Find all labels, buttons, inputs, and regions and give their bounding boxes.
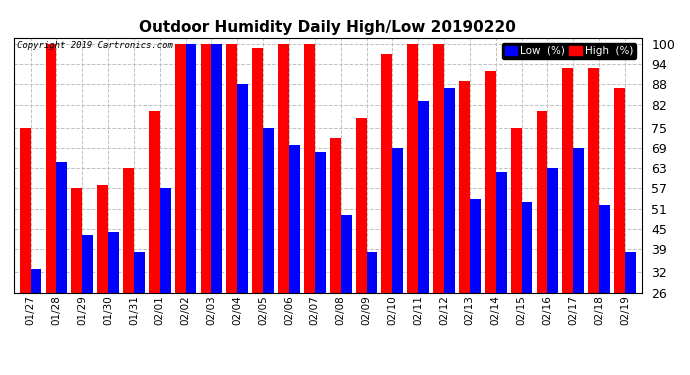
Bar: [175, 44, 186, 292]
Bar: [511, 128, 522, 292]
Bar: [537, 111, 547, 292]
Bar: [625, 252, 635, 292]
Bar: [315, 152, 326, 292]
Bar: [97, 185, 108, 292]
Bar: [20, 128, 30, 292]
Bar: [186, 44, 197, 292]
Bar: [573, 148, 584, 292]
Bar: [108, 232, 119, 292]
Bar: [30, 269, 41, 292]
Bar: [289, 145, 300, 292]
Bar: [123, 168, 134, 292]
Bar: [149, 111, 160, 292]
Bar: [330, 138, 341, 292]
Bar: [470, 198, 481, 292]
Bar: [562, 68, 573, 292]
Bar: [366, 252, 377, 292]
Bar: [278, 44, 289, 292]
Bar: [418, 101, 429, 292]
Bar: [57, 162, 68, 292]
Bar: [382, 54, 393, 292]
Text: Copyright 2019 Cartronics.com: Copyright 2019 Cartronics.com: [17, 41, 172, 50]
Bar: [599, 205, 610, 292]
Bar: [211, 44, 222, 292]
Bar: [485, 71, 495, 292]
Bar: [226, 44, 237, 292]
Bar: [459, 81, 470, 292]
Bar: [134, 252, 145, 292]
Bar: [237, 84, 248, 292]
Bar: [547, 168, 558, 292]
Bar: [341, 215, 351, 292]
Title: Outdoor Humidity Daily High/Low 20190220: Outdoor Humidity Daily High/Low 20190220: [139, 20, 516, 35]
Bar: [614, 88, 625, 292]
Bar: [160, 189, 170, 292]
Bar: [46, 44, 57, 292]
Bar: [588, 68, 599, 292]
Bar: [72, 189, 82, 292]
Bar: [522, 202, 533, 292]
Legend: Low  (%), High  (%): Low (%), High (%): [502, 43, 636, 59]
Bar: [433, 44, 444, 292]
Bar: [304, 44, 315, 292]
Bar: [253, 48, 263, 292]
Bar: [201, 44, 211, 292]
Bar: [355, 118, 366, 292]
Bar: [444, 88, 455, 292]
Bar: [82, 236, 93, 292]
Bar: [407, 44, 418, 292]
Bar: [495, 172, 506, 292]
Bar: [263, 128, 274, 292]
Bar: [393, 148, 403, 292]
